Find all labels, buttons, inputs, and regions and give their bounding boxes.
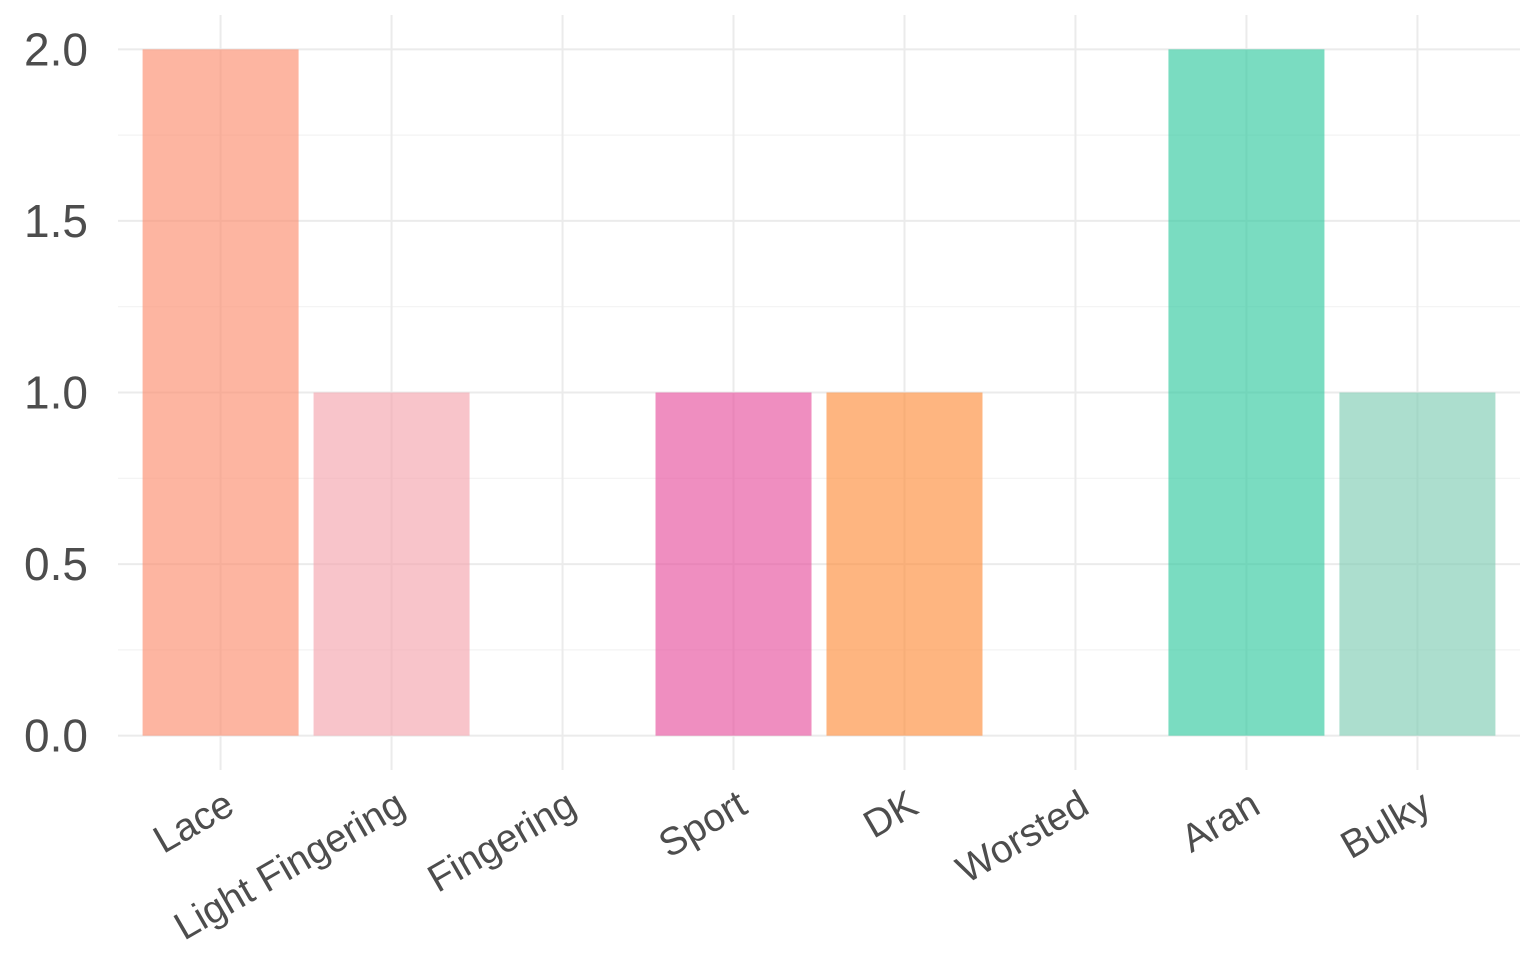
y-tick-label: 1.5 — [24, 195, 88, 247]
x-tick-label: Sport — [652, 782, 754, 866]
x-tick-label: Fingering — [421, 783, 583, 902]
bar-dk — [826, 392, 983, 736]
bar-aran — [1168, 49, 1325, 736]
bars-layer — [142, 49, 1496, 736]
y-tick-label: 0.5 — [24, 538, 88, 590]
x-tick-label: Aran — [1174, 783, 1267, 861]
x-tick-label: DK — [857, 783, 925, 847]
bar-lace — [142, 49, 299, 736]
bar-bulky — [1339, 392, 1496, 736]
y-axis: 0.0 0.5 1.0 1.5 2.0 — [24, 23, 88, 761]
y-tick-label: 1.0 — [24, 367, 88, 419]
x-tick-label: Bulky — [1334, 782, 1439, 867]
bar-light-fingering — [313, 392, 470, 736]
y-tick-label: 0.0 — [24, 710, 88, 762]
x-tick-label: Worsted — [949, 783, 1096, 892]
bar-sport — [655, 392, 812, 736]
y-tick-label: 2.0 — [24, 23, 88, 75]
x-tick-label: Lace — [146, 783, 241, 863]
